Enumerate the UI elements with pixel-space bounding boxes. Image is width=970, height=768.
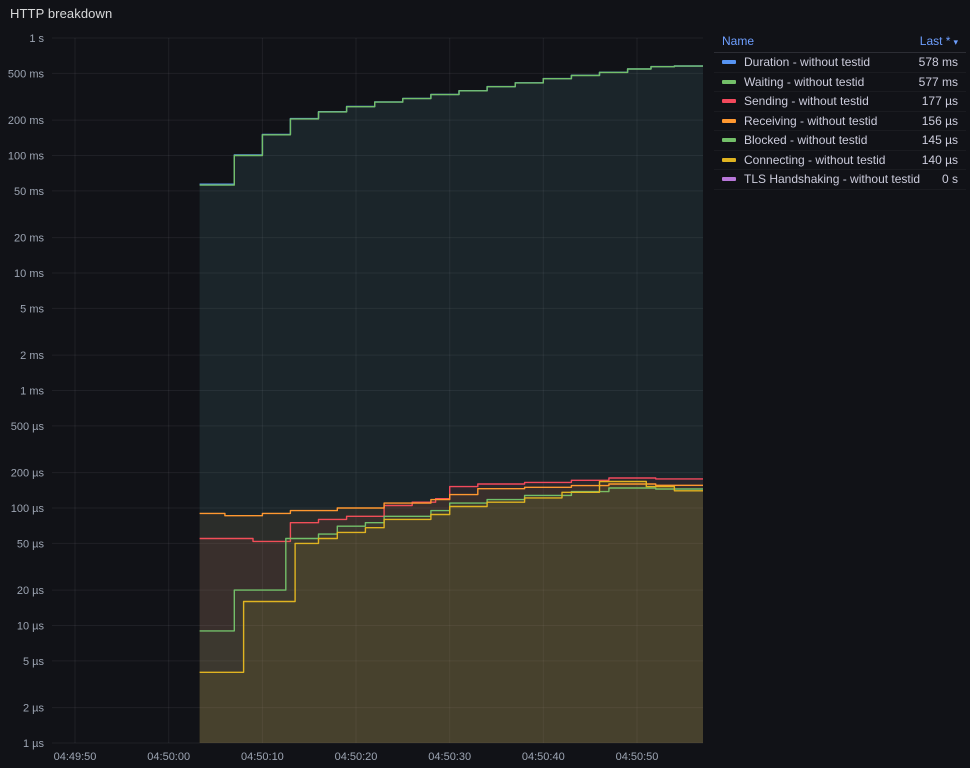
legend-series-name: Blocked - without testid [744, 133, 868, 148]
x-axis-tick-label: 04:50:00 [147, 751, 190, 763]
y-axis-tick-label: 2 µs [23, 703, 45, 715]
time-series-chart[interactable]: 1 s 500 ms 200 ms 100 ms 50 ms 20 ms 10 ms 5 ms… [0, 0, 710, 768]
legend-series-name: Waiting - without testid [744, 74, 865, 89]
series-area [199, 66, 703, 743]
y-axis-tick-label: 1 µs [23, 738, 45, 750]
legend-row[interactable]: TLS Handshaking - without testid 0 s [714, 170, 966, 190]
legend-header-last-label: Last * [919, 34, 951, 48]
y-axis-tick-label: 200 µs [11, 468, 45, 480]
y-axis-tick-label: 50 ms [14, 186, 44, 198]
legend-series-last-value: 156 µs [921, 113, 958, 128]
legend-header-last[interactable]: Last * ▾ [920, 34, 958, 48]
series-swatch-icon [722, 118, 736, 123]
y-axis-tick-label: 200 ms [8, 115, 45, 127]
legend-row[interactable]: Blocked - without testid 145 µs [714, 131, 966, 151]
series-swatch-icon [722, 99, 736, 104]
series-group [199, 65, 703, 744]
legend-series-last-value: 140 µs [921, 152, 958, 167]
y-axis-tick-label: 1 s [29, 33, 44, 45]
series-line[interactable] [199, 483, 703, 517]
y-axis-tick-label: 5 µs [23, 656, 45, 668]
y-axis-tick-label: 20 µs [17, 585, 45, 597]
legend-row[interactable]: Duration - without testid 578 ms [714, 53, 966, 73]
x-axis-tick-label: 04:50:50 [616, 751, 659, 763]
legend-row[interactable]: Sending - without testid 177 µs [714, 92, 966, 112]
legend-series-name: Duration - without testid [744, 55, 871, 70]
legend-series-last-value: 578 ms [918, 55, 958, 70]
y-axis-tick-label: 50 µs [17, 538, 45, 550]
series-swatch-icon [722, 79, 736, 84]
legend-series-name: Receiving - without testid [744, 113, 878, 128]
sort-caret-icon: ▾ [953, 37, 958, 47]
series-line[interactable] [199, 480, 703, 673]
series-area [199, 488, 703, 743]
y-axis-tick-label: 1 ms [20, 386, 44, 398]
series-swatch-icon [722, 177, 736, 182]
legend-series-last-value: 0 s [941, 172, 958, 187]
legend-series-last-value: 145 µs [921, 133, 958, 148]
y-axis-tick-label: 500 ms [8, 68, 45, 80]
y-axis-tick-label: 10 µs [17, 621, 45, 633]
series-line[interactable] [199, 65, 703, 186]
legend-row[interactable]: Receiving - without testid 156 µs [714, 112, 966, 131]
x-axis-tick-label: 04:50:40 [522, 751, 565, 763]
legend-header-name[interactable]: Name [722, 34, 755, 48]
x-axis-tick-label: 04:50:30 [428, 751, 471, 763]
y-axis-tick-label: 5 ms [20, 303, 44, 315]
legend-row[interactable]: Connecting - without testid 140 µs [714, 151, 966, 170]
axis-labels: 1 s 500 ms 200 ms 100 ms 50 ms 20 ms 10 ms 5 ms… [8, 33, 658, 763]
legend-series-last-value: 577 ms [918, 74, 958, 89]
legend-rows: Duration - without testid 578 ms Waiting -… [714, 53, 966, 190]
series-swatch-icon [722, 138, 736, 143]
y-axis-tick-label: 500 µs [11, 421, 45, 433]
series-swatch-icon [722, 60, 736, 65]
y-axis-tick-label: 10 ms [14, 268, 44, 280]
series-area [199, 66, 703, 744]
legend-series-name: TLS Handshaking - without testid [744, 172, 921, 187]
series-area [199, 484, 703, 743]
series-area [199, 481, 703, 743]
series-swatch-icon [722, 157, 736, 162]
y-axis-tick-label: 100 µs [11, 503, 45, 515]
legend-series-name: Connecting - without testid [744, 152, 886, 167]
legend-series-last-value: 177 µs [921, 94, 958, 109]
x-axis-tick-label: 04:50:20 [335, 751, 378, 763]
y-axis-tick-label: 20 ms [14, 233, 44, 245]
y-axis-tick-label: 100 ms [8, 151, 45, 163]
series-area [199, 478, 703, 743]
legend-row[interactable]: Waiting - without testid 577 ms [714, 73, 966, 92]
series-line[interactable] [199, 477, 703, 543]
panel-title: HTTP breakdown [10, 6, 113, 21]
x-axis-tick-label: 04:50:10 [241, 751, 284, 763]
x-axis-tick-label: 04:49:50 [54, 751, 97, 763]
legend-table: Name Last * ▾ Duration - without testid 57… [714, 31, 966, 190]
y-axis-tick-label: 2 ms [20, 350, 44, 362]
legend-series-name: Sending - without testid [744, 94, 869, 109]
legend-header: Name Last * ▾ [714, 31, 966, 53]
